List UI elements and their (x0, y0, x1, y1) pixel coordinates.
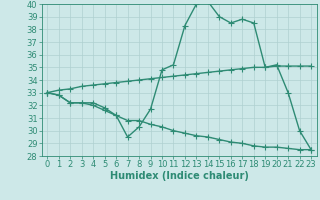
X-axis label: Humidex (Indice chaleur): Humidex (Indice chaleur) (110, 171, 249, 181)
